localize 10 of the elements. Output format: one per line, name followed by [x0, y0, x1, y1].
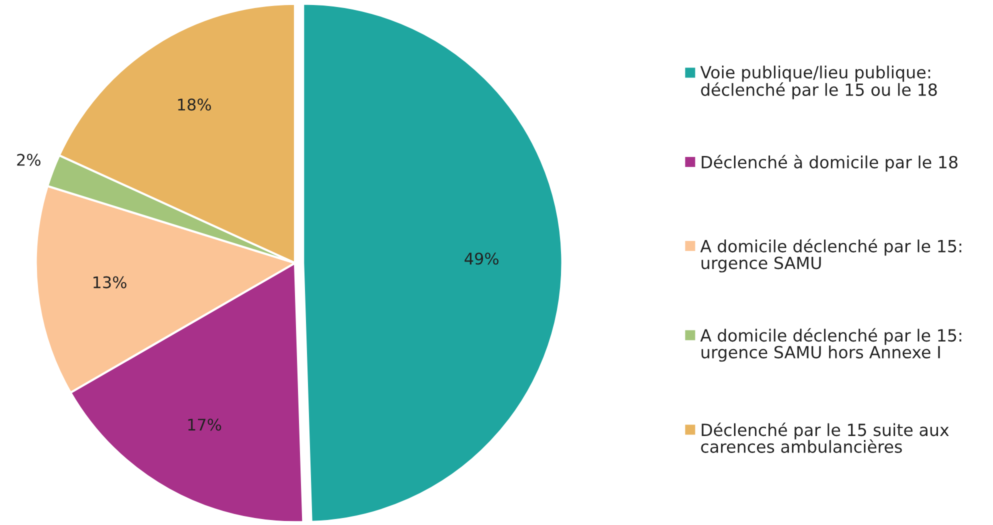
legend-label: Voie publique/lieu publique: déclenché par le 15 ou le 18	[700, 66, 937, 100]
data-label: 2%	[17, 154, 40, 166]
legend-label: A domicile déclenché par le 15: urgence SAMU hors Annexe I	[700, 328, 962, 362]
legend-label: Déclenché par le 15 suite aux carences ambulancières	[701, 422, 949, 453]
data-label: 18%	[178, 98, 211, 111]
data-label: 13%	[94, 276, 126, 288]
legend-label: A domicile déclenché par le 15: urgence SAMU	[700, 238, 962, 272]
data-label: 17%	[188, 418, 222, 431]
legend-label: Déclenché à domicile par le 18	[702, 154, 958, 172]
data-label: 49%	[464, 252, 498, 265]
